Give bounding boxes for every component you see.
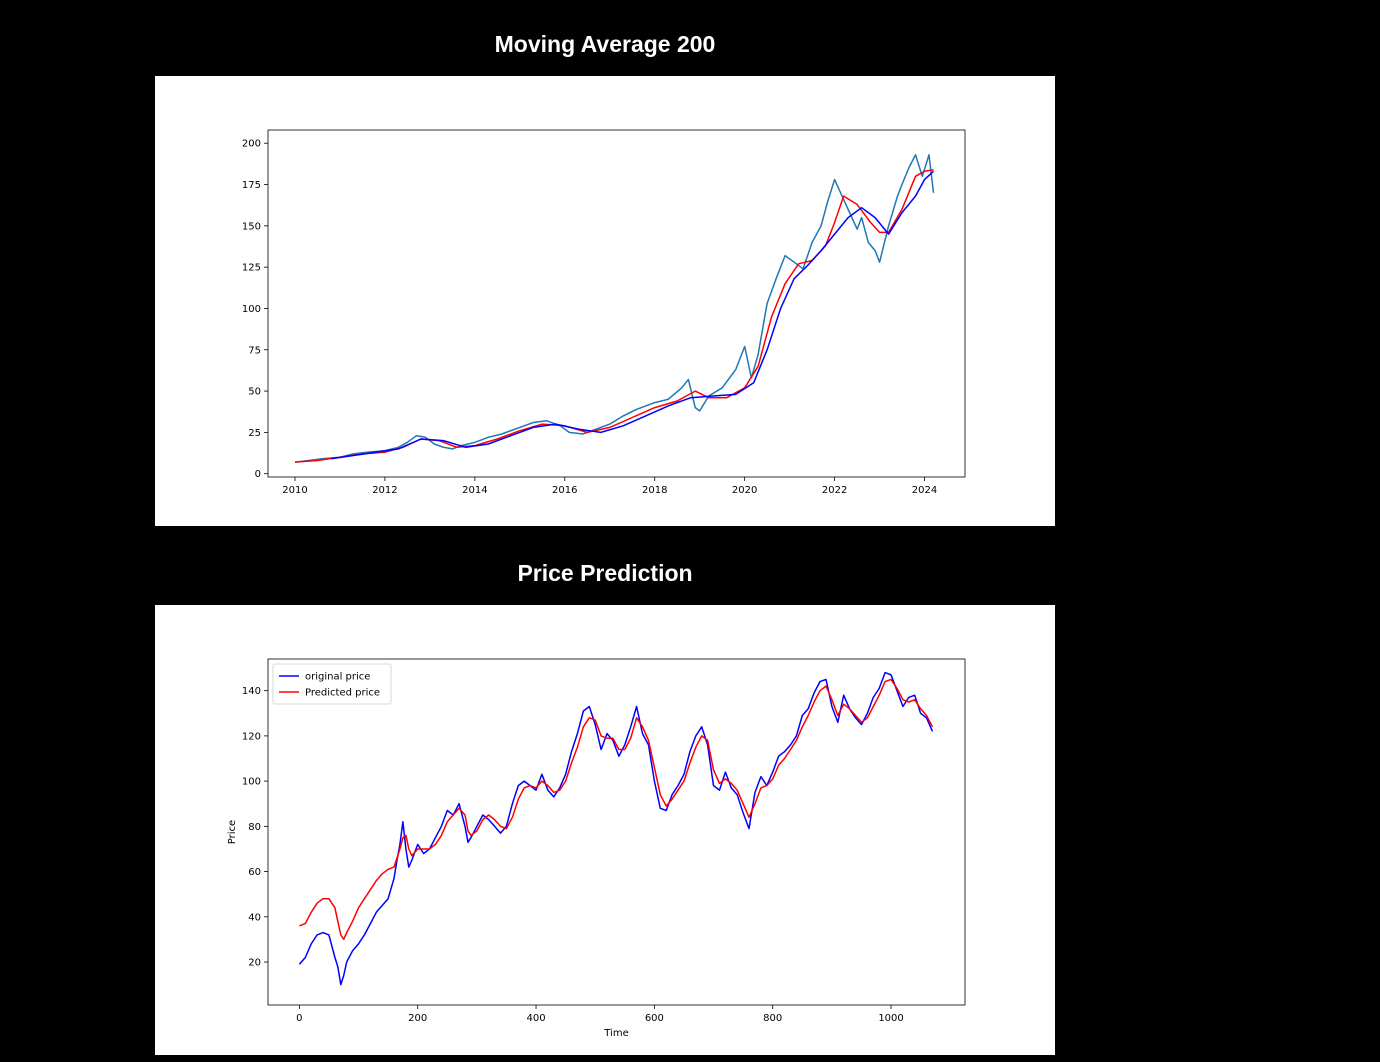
x-tick-label: 2024	[912, 485, 937, 496]
y-tick-label: 75	[248, 345, 261, 356]
y-tick-label: 100	[242, 777, 261, 788]
predicted-price-line	[299, 678, 934, 941]
price-prediction-chart: 0 200 400 600 800 1000 20 40 60 80 100 120 140 Time Pr…	[227, 658, 966, 1039]
legend-label: Predicted price	[305, 688, 380, 699]
y-tick-label: 60	[248, 867, 261, 878]
price-prediction-figure: 0 200 400 600 800 1000 20 40 60 80 100 120 140 Time Pr…	[155, 605, 1055, 1055]
y-tick-label: 175	[242, 180, 261, 191]
original-price-line	[298, 671, 934, 986]
y-tick-label: 50	[248, 387, 261, 398]
axes-frame	[267, 129, 966, 478]
y-tick-label: 150	[242, 221, 261, 232]
plot-area	[294, 154, 935, 463]
axes-frame	[267, 658, 966, 1006]
series-3-line	[330, 170, 935, 460]
x-tick-label: 800	[763, 1013, 782, 1024]
x-tick-label: 200	[408, 1013, 427, 1024]
x-tick-label: 2010	[282, 485, 307, 496]
y-tick-label: 20	[248, 958, 261, 969]
x-tick-label: 2012	[372, 485, 397, 496]
legend: original price Predicted price	[272, 663, 392, 705]
legend-box	[272, 663, 392, 705]
y-tick-label: 120	[242, 731, 261, 742]
y-tick-label: 125	[242, 263, 261, 274]
x-tick-label: 2022	[822, 485, 847, 496]
x-tick-label: 0	[296, 1013, 302, 1024]
y-tick-label: 100	[242, 304, 261, 315]
y-tick-label: 40	[248, 912, 261, 923]
x-tick-label: 2016	[552, 485, 577, 496]
x-tick-label: 600	[645, 1013, 664, 1024]
legend-label: original price	[305, 672, 370, 683]
price-prediction-title: Price Prediction	[517, 560, 693, 586]
plot-area	[298, 671, 934, 986]
y-tick-label: 25	[248, 428, 261, 439]
y-tick-label: 200	[242, 139, 261, 150]
x-tick-label: 2020	[732, 485, 757, 496]
y-tick-label: 0	[255, 469, 261, 480]
moving-average-chart: 2010 2012 2014 2016 2018 2020 2022 2024 0 25 50 75 1…	[242, 129, 966, 496]
x-tick-label: 400	[526, 1013, 545, 1024]
x-axis-label: Time	[603, 1028, 628, 1039]
x-tick-label: 1000	[878, 1013, 903, 1024]
y-tick-label: 140	[242, 686, 261, 697]
moving-average-title: Moving Average 200	[494, 31, 716, 57]
moving-average-figure: 2010 2012 2014 2016 2018 2020 2022 2024 0 25 50 75 1…	[155, 76, 1055, 526]
x-tick-label: 2014	[462, 485, 487, 496]
y-tick-label: 80	[248, 822, 261, 833]
series-1-line	[294, 154, 935, 463]
series-2-line	[294, 168, 934, 463]
x-tick-label: 2018	[642, 485, 667, 496]
y-axis-label: Price	[227, 820, 238, 844]
